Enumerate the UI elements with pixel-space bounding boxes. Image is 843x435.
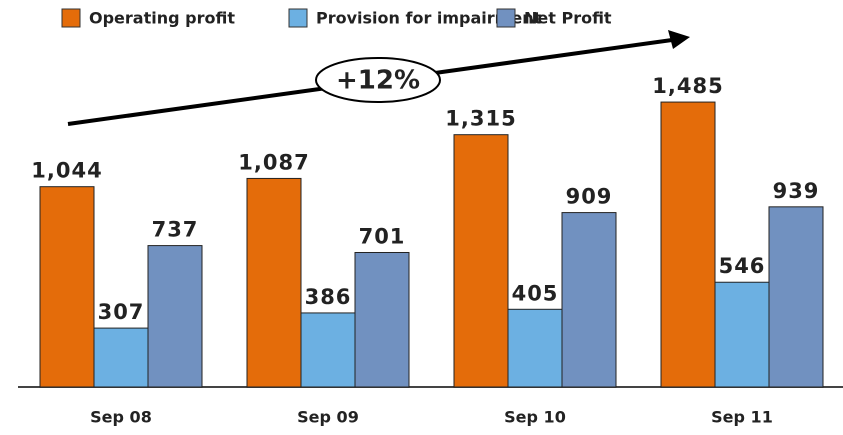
- bar: [354, 251, 410, 388]
- x-tick-label: Sep 09: [297, 408, 359, 427]
- bar: [561, 212, 617, 388]
- data-label: 307: [98, 300, 145, 324]
- annotation-ellipse: [315, 57, 441, 103]
- bar: [714, 281, 770, 388]
- bar: [147, 245, 203, 388]
- bar: [768, 206, 824, 388]
- legend-label: Operating profit: [89, 9, 235, 28]
- x-tick-label: Sep 11: [711, 408, 773, 427]
- x-tick-label: Sep 10: [504, 408, 566, 427]
- data-label: 701: [359, 224, 406, 248]
- data-label: 939: [773, 179, 820, 203]
- bar: [93, 327, 149, 388]
- data-label: 737: [152, 218, 199, 242]
- data-label: 546: [719, 254, 766, 278]
- bar: [39, 186, 95, 388]
- bar: [507, 308, 563, 388]
- bar: [300, 312, 356, 388]
- data-label: 405: [512, 281, 559, 305]
- data-label: 1,044: [31, 159, 102, 183]
- x-tick-label: Sep 08: [90, 408, 152, 427]
- bar: [660, 101, 716, 388]
- legend-swatch: [61, 8, 81, 28]
- bar: [246, 177, 302, 388]
- legend-label: Provision for impairment: [316, 9, 542, 28]
- data-label: 1,315: [445, 107, 516, 131]
- legend-swatch: [496, 8, 516, 28]
- bar: [453, 134, 509, 388]
- legend-label: Net Profit: [524, 9, 612, 28]
- arrow-head: [668, 30, 690, 49]
- data-label: 909: [566, 185, 613, 209]
- data-label: 1,485: [652, 74, 723, 98]
- legend-swatch: [288, 8, 308, 28]
- data-label: 386: [305, 285, 352, 309]
- data-label: 1,087: [238, 150, 309, 174]
- annotation: +12%: [336, 66, 420, 96]
